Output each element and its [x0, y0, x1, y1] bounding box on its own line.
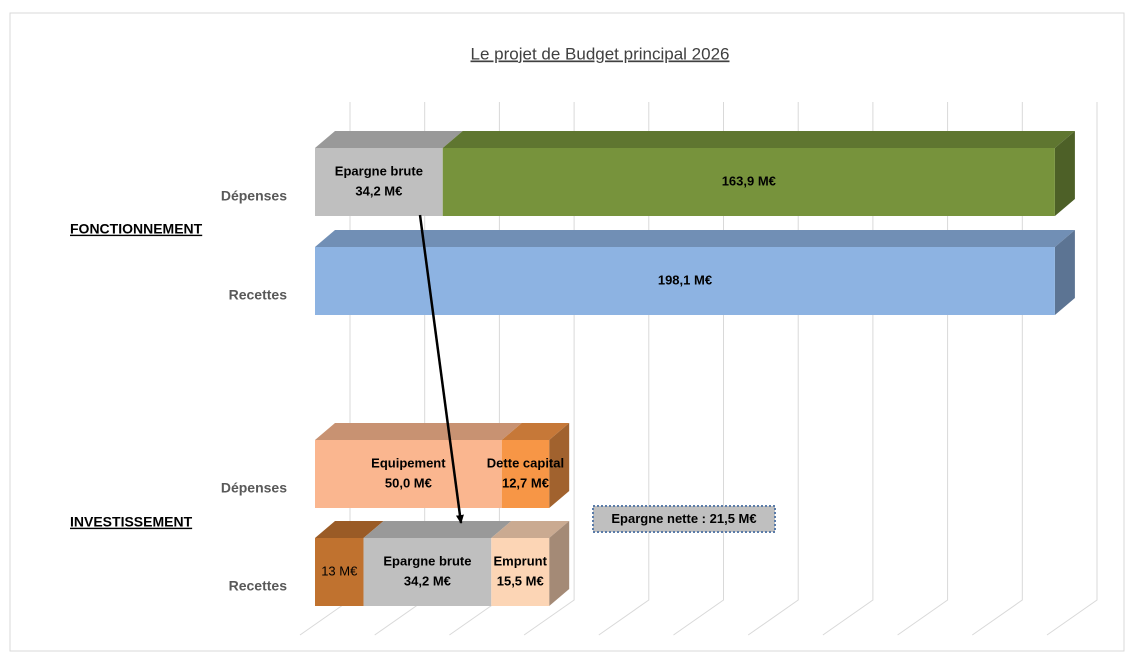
segment-name: Epargne brute: [335, 163, 423, 178]
annotation: Epargne nette : 21,5 M€: [611, 511, 756, 526]
bar-top: [315, 230, 1075, 247]
segment-name: Emprunt: [494, 553, 548, 568]
bar-side: [1054, 131, 1075, 216]
bar-top: [315, 131, 463, 148]
bar-top: [442, 131, 1075, 148]
segment-name: Epargne brute: [383, 553, 471, 568]
bar: [501, 440, 550, 508]
bar-side: [1054, 230, 1075, 315]
bar: [315, 148, 443, 216]
bar: [315, 538, 364, 606]
group-label: FONCTIONNEMENT: [70, 221, 203, 237]
bar-side: [549, 423, 570, 508]
value-label: 12,7 M€: [502, 475, 549, 490]
annotation-box: [592, 505, 776, 533]
arrow: [418, 214, 464, 524]
value-label: 163,9 M€: [722, 173, 776, 188]
segment-name: Equipement: [371, 455, 446, 470]
bar-top: [315, 521, 384, 538]
row-label: Recettes: [229, 578, 288, 594]
bar-top: [363, 521, 512, 538]
bar: [363, 538, 492, 606]
bar-top: [315, 423, 522, 440]
bar-top: [491, 521, 570, 538]
grid-line: [1046, 102, 1098, 636]
value-label: 198,1 M€: [658, 272, 712, 287]
group-label: INVESTISSEMENT: [70, 514, 193, 530]
chart-title: Le projet de Budget principal 2026: [471, 44, 730, 63]
value-label: 34,2 M€: [355, 183, 402, 198]
row-label: Recettes: [229, 287, 288, 303]
value-label: 34,2 M€: [404, 573, 451, 588]
bar: [315, 247, 1055, 315]
bar-top: [501, 423, 570, 440]
value-label: 50,0 M€: [385, 475, 432, 490]
bar: [315, 440, 502, 508]
row-label: Dépenses: [221, 188, 287, 204]
value-label: 15,5 M€: [497, 573, 544, 588]
row-label: Dépenses: [221, 480, 287, 496]
value-label: 13 M€: [321, 563, 358, 578]
bar: [491, 538, 550, 606]
bar: [442, 148, 1055, 216]
bar-side: [549, 521, 570, 606]
segment-name: Dette capital: [487, 455, 564, 470]
